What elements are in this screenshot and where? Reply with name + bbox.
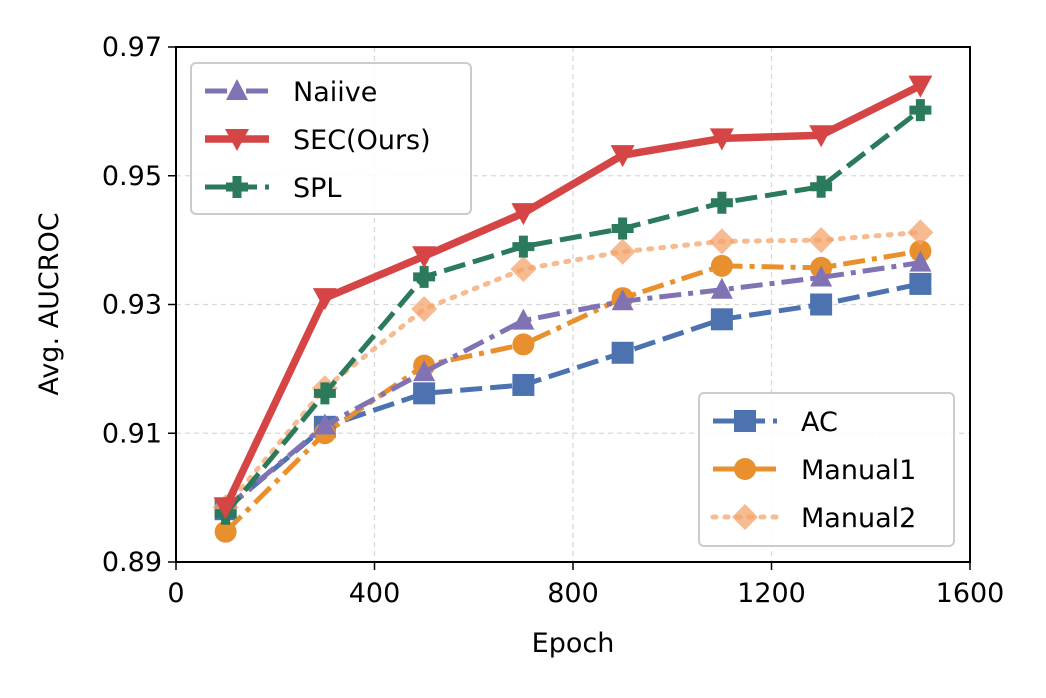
data-point <box>510 256 537 283</box>
y-tick-label: 0.89 <box>102 547 162 578</box>
legend-top-left: Naiive SEC(Ours) SPL <box>190 62 472 215</box>
series-line <box>222 82 923 509</box>
x-tick-label: 800 <box>547 578 599 609</box>
series-layer <box>212 75 934 543</box>
data-point <box>512 333 535 356</box>
data-point <box>413 382 436 405</box>
data-point <box>710 308 733 331</box>
data-point <box>412 246 437 269</box>
data-point <box>710 254 733 277</box>
x-tick-label: 0 <box>167 578 184 609</box>
y-tick-label: 0.93 <box>102 290 162 321</box>
legend-frame <box>190 62 472 215</box>
data-point <box>312 288 337 311</box>
x-tick-label: 1200 <box>737 578 806 609</box>
legend-label: SPL <box>293 173 341 204</box>
data-point <box>810 265 833 287</box>
legend-bottom-right: AC Manual1 Manual2 <box>698 392 955 547</box>
data-point <box>709 128 734 151</box>
data-point <box>214 520 237 543</box>
legend-frame <box>698 392 955 547</box>
data-point <box>810 175 833 198</box>
data-point <box>511 203 536 226</box>
x-axis-label: Epoch <box>532 628 615 659</box>
y-tick-label: 0.91 <box>102 418 162 449</box>
data-point <box>907 219 934 246</box>
data-point <box>512 373 535 396</box>
legend-label: Naiive <box>293 77 377 108</box>
series-line <box>223 108 922 516</box>
data-point <box>611 341 634 364</box>
data-point <box>512 235 535 258</box>
data-point <box>411 296 438 323</box>
data-point <box>710 191 733 214</box>
legend-label: Manual1 <box>801 455 916 486</box>
y-axis-label: Avg. AUCROC <box>34 212 65 395</box>
data-point <box>908 75 933 98</box>
series-line <box>223 248 921 534</box>
data-point <box>810 293 833 316</box>
data-point <box>610 145 635 168</box>
legends: Naiive SEC(Ours) SPL AC Manual1 Manual2 <box>190 62 955 547</box>
y-tick-label: 0.97 <box>102 32 162 63</box>
legend-marker <box>225 129 249 151</box>
data-point <box>909 99 932 122</box>
legend-marker <box>226 79 248 100</box>
legend-marker <box>732 504 758 530</box>
data-point <box>512 308 535 330</box>
data-point <box>710 277 733 299</box>
data-point <box>413 265 436 288</box>
legend-label: SEC(Ours) <box>293 125 431 156</box>
data-point <box>909 250 932 272</box>
data-point <box>313 382 336 405</box>
series-spl <box>214 99 932 525</box>
data-point <box>808 227 835 254</box>
data-point <box>609 238 636 265</box>
legend-marker <box>734 410 756 432</box>
data-point <box>809 125 834 148</box>
data-point <box>708 228 735 255</box>
axis-ticks: 0 400 800 1200 1600 0.89 0.91 0.93 0.95 0.97 <box>102 32 1004 609</box>
legend-label: Manual2 <box>801 503 916 534</box>
data-point <box>313 413 336 435</box>
legend-marker <box>226 176 248 198</box>
y-tick-label: 0.95 <box>102 161 162 192</box>
legend-label: AC <box>801 407 838 438</box>
data-point <box>611 217 634 240</box>
data-point <box>611 289 634 311</box>
series-sec-ours- <box>213 75 933 520</box>
data-point <box>213 497 238 520</box>
series-line <box>223 229 923 510</box>
x-tick-label: 1600 <box>936 578 1005 609</box>
x-tick-label: 400 <box>349 578 401 609</box>
legend-marker <box>734 458 756 480</box>
data-point <box>909 272 932 295</box>
data-point <box>413 360 436 382</box>
